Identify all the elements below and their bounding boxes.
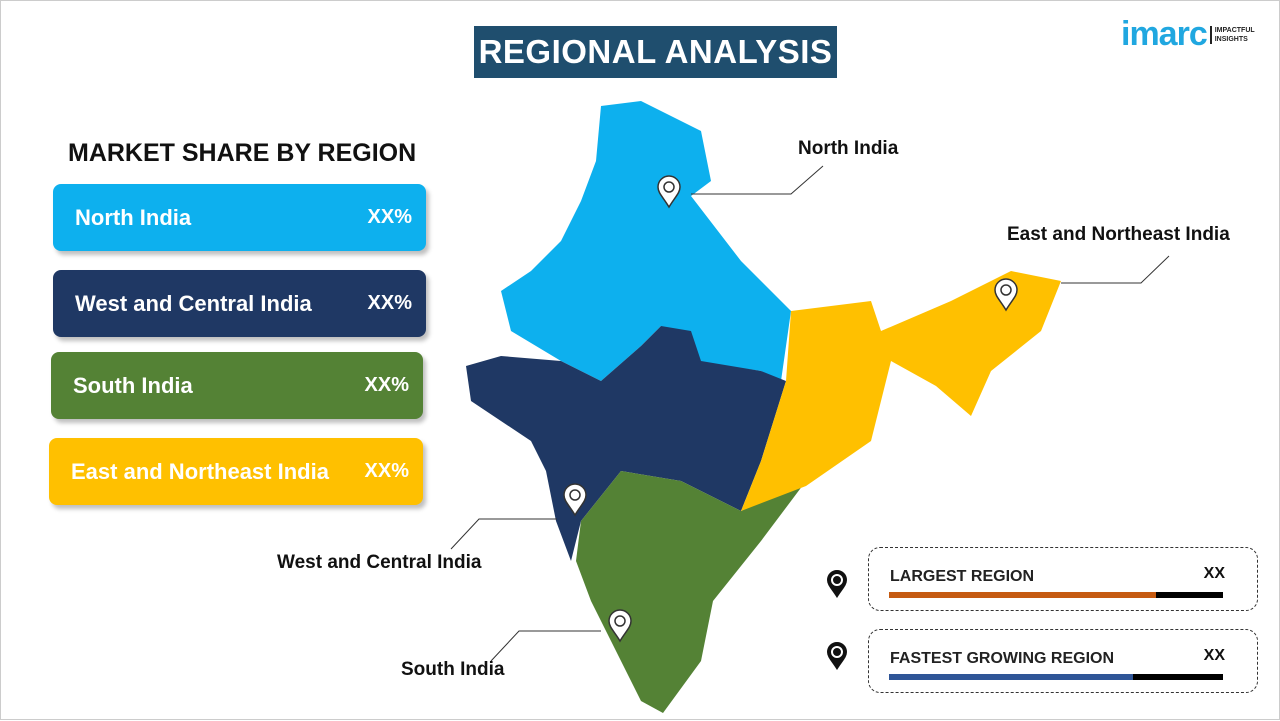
map-region-north [501, 101, 791, 381]
map-label-east: East and Northeast India [1007, 224, 1230, 245]
region-card-south: South India XX% [51, 352, 423, 419]
region-card-east-northeast: East and Northeast India XX% [49, 438, 423, 505]
map-label-north: North India [798, 138, 899, 159]
page-title: REGIONAL ANALYSIS [474, 26, 837, 78]
imarc-logo: imarc IMPACTFUL INSIGHTS [1121, 15, 1255, 54]
map-label-south: South India [401, 659, 505, 680]
section-subtitle: MARKET SHARE BY REGION [68, 139, 417, 167]
map-region-east-northeast [741, 271, 1061, 511]
logo-tagline: IMPACTFUL INSIGHTS [1209, 25, 1255, 44]
map-region-west-central [466, 326, 786, 561]
largest-region-bar [889, 592, 1223, 598]
legend-pin-icon [825, 568, 849, 601]
region-card-north: North India XX% [53, 184, 426, 251]
legend-pin-icon [825, 640, 849, 673]
logo-word: imarc [1121, 15, 1208, 53]
legend-largest-region: LARGEST REGION XX [868, 547, 1258, 611]
region-card-west-central: West and Central India XX% [53, 270, 426, 337]
fastest-region-bar [889, 674, 1223, 680]
legend-fastest-growing-region: FASTEST GROWING REGION XX [868, 629, 1258, 693]
map-region-south [576, 471, 806, 713]
map-label-west: West and Central India [277, 552, 482, 573]
